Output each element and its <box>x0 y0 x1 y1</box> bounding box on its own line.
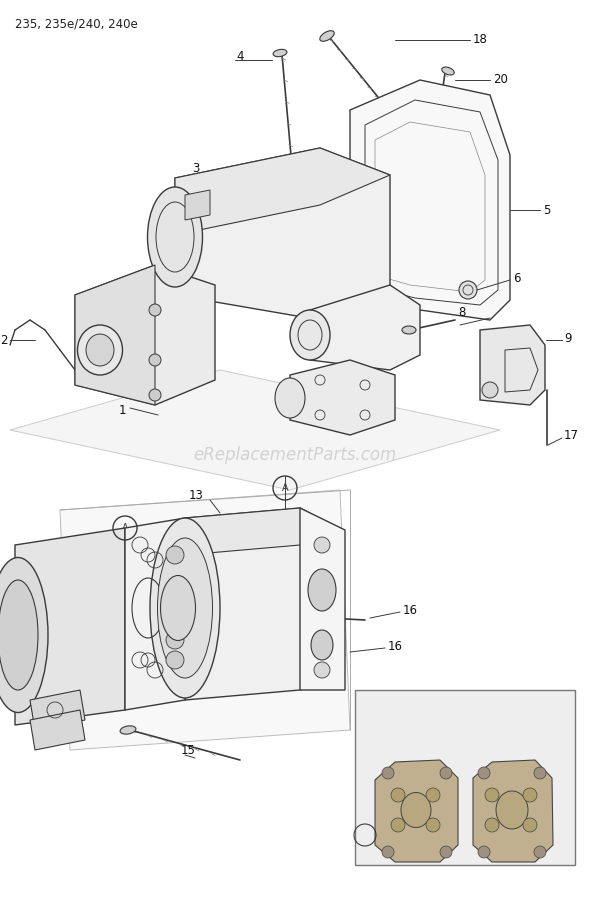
Polygon shape <box>375 760 458 862</box>
Circle shape <box>523 818 537 832</box>
Polygon shape <box>310 285 420 370</box>
Polygon shape <box>30 690 85 730</box>
Polygon shape <box>75 265 215 405</box>
Text: 2: 2 <box>1 334 8 347</box>
Circle shape <box>382 846 394 858</box>
Circle shape <box>426 818 440 832</box>
Ellipse shape <box>240 641 256 649</box>
Text: 15: 15 <box>181 743 195 756</box>
Circle shape <box>478 767 490 779</box>
Text: 11: 11 <box>0 582 2 595</box>
Circle shape <box>482 382 498 398</box>
Circle shape <box>149 304 161 316</box>
Ellipse shape <box>86 334 114 366</box>
Text: 8: 8 <box>458 305 466 318</box>
Text: 13: 13 <box>189 490 204 502</box>
Ellipse shape <box>160 575 195 641</box>
Text: 3: 3 <box>192 161 200 174</box>
Circle shape <box>485 818 499 832</box>
Circle shape <box>314 582 330 598</box>
Circle shape <box>314 537 330 553</box>
Polygon shape <box>175 148 390 235</box>
Text: 5: 5 <box>543 204 550 217</box>
Ellipse shape <box>308 569 336 611</box>
Ellipse shape <box>260 611 276 619</box>
Polygon shape <box>60 490 350 750</box>
Polygon shape <box>75 265 155 405</box>
Ellipse shape <box>275 378 305 418</box>
Text: 18: 18 <box>473 33 488 46</box>
Ellipse shape <box>77 325 123 375</box>
Circle shape <box>149 354 161 366</box>
Polygon shape <box>125 518 185 710</box>
Polygon shape <box>185 508 340 700</box>
Text: A: A <box>122 523 128 533</box>
Polygon shape <box>175 148 390 320</box>
Text: 20: 20 <box>493 74 508 87</box>
Circle shape <box>459 281 477 299</box>
FancyBboxPatch shape <box>355 690 575 865</box>
Ellipse shape <box>0 558 48 713</box>
Polygon shape <box>185 190 210 220</box>
Ellipse shape <box>273 50 287 56</box>
Text: A: A <box>362 831 368 840</box>
Text: 4: 4 <box>236 51 244 64</box>
Ellipse shape <box>442 67 454 75</box>
Text: 6: 6 <box>513 271 520 285</box>
Ellipse shape <box>0 580 38 690</box>
Circle shape <box>391 818 405 832</box>
Ellipse shape <box>120 726 136 734</box>
Polygon shape <box>473 760 553 862</box>
Polygon shape <box>290 360 395 435</box>
Text: 19: 19 <box>378 829 393 842</box>
Circle shape <box>382 767 394 779</box>
Text: 7: 7 <box>351 334 359 347</box>
Circle shape <box>391 788 405 802</box>
Polygon shape <box>480 325 545 405</box>
Polygon shape <box>350 80 510 320</box>
Polygon shape <box>300 508 345 690</box>
Polygon shape <box>10 370 500 490</box>
Polygon shape <box>15 528 125 725</box>
Ellipse shape <box>402 326 416 334</box>
Text: 16: 16 <box>388 640 403 653</box>
Text: 9: 9 <box>564 332 572 345</box>
Circle shape <box>485 788 499 802</box>
Ellipse shape <box>401 793 431 828</box>
Ellipse shape <box>150 518 220 698</box>
Circle shape <box>314 632 330 648</box>
Text: eReplacementParts.com: eReplacementParts.com <box>194 446 396 464</box>
Text: 17: 17 <box>564 430 579 443</box>
Text: 10: 10 <box>337 399 352 412</box>
Ellipse shape <box>158 538 212 678</box>
Text: 1: 1 <box>118 404 126 417</box>
Text: A: A <box>281 483 289 493</box>
Ellipse shape <box>311 630 333 660</box>
Circle shape <box>534 767 546 779</box>
Ellipse shape <box>496 791 528 829</box>
Circle shape <box>523 788 537 802</box>
Circle shape <box>149 389 161 401</box>
Circle shape <box>440 846 452 858</box>
Circle shape <box>478 846 490 858</box>
Circle shape <box>166 581 184 599</box>
Circle shape <box>534 846 546 858</box>
Polygon shape <box>185 508 340 555</box>
Ellipse shape <box>290 310 330 360</box>
Text: 16: 16 <box>403 604 418 617</box>
Circle shape <box>166 546 184 564</box>
Circle shape <box>426 788 440 802</box>
Ellipse shape <box>148 187 202 287</box>
Ellipse shape <box>320 30 334 41</box>
Circle shape <box>314 662 330 678</box>
Circle shape <box>166 631 184 649</box>
Circle shape <box>440 767 452 779</box>
Text: 235, 235e/240, 240e: 235, 235e/240, 240e <box>15 18 137 31</box>
Polygon shape <box>30 710 85 750</box>
Circle shape <box>166 651 184 669</box>
